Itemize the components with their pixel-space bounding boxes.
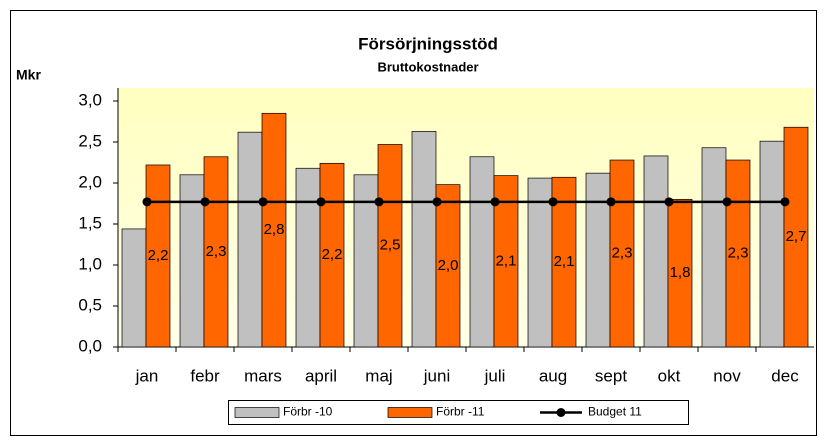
x-tick-label: juni (423, 366, 450, 385)
bar (237, 131, 263, 348)
x-tick-label: mars (244, 366, 282, 385)
value-label: 2,3 (206, 243, 227, 260)
x-tick-label: sept (595, 366, 627, 385)
x-tick-label: april (305, 366, 337, 385)
bar (585, 172, 611, 348)
x-tick-label: dec (771, 366, 799, 385)
budget-point (606, 197, 616, 207)
value-label: 1,8 (670, 264, 691, 281)
y-tick-label: 2,5 (78, 131, 102, 150)
bar (261, 112, 287, 348)
bar (759, 140, 785, 348)
value-label: 2,1 (496, 252, 517, 269)
bar (145, 164, 171, 348)
value-label: 2,0 (438, 257, 459, 274)
y-tick-label: 0,5 (78, 295, 102, 314)
bar (295, 167, 321, 348)
value-label: 2,7 (786, 228, 807, 245)
budget-point (548, 197, 558, 207)
value-label: 2,3 (728, 244, 749, 261)
x-tick-label: juli (484, 366, 506, 385)
y-tick-label: 1,0 (78, 254, 102, 273)
bar (469, 156, 495, 348)
bar (377, 144, 403, 348)
budget-point (316, 197, 326, 207)
x-tick-label: febr (190, 366, 220, 385)
y-axis-label: Mkr (16, 67, 41, 83)
chart-subtitle: Bruttokostnader (377, 59, 478, 74)
bar (551, 176, 577, 348)
bar (353, 174, 379, 348)
plot-area (118, 88, 814, 347)
value-label: 2,8 (264, 221, 285, 238)
budget-point (432, 197, 442, 207)
value-label: 2,3 (612, 244, 633, 261)
value-label: 2,5 (380, 237, 401, 254)
value-label: 2,1 (554, 253, 575, 270)
bar (725, 159, 751, 348)
x-tick-label: aug (539, 366, 567, 385)
budget-point (142, 197, 152, 207)
budget-point (664, 197, 674, 207)
bar (527, 177, 553, 348)
value-label: 2,2 (148, 247, 169, 264)
legend-label: Budget 11 (588, 405, 642, 419)
budget-point (780, 197, 790, 207)
legend-point (556, 408, 566, 417)
chart-title: Försörjningsstöd (358, 34, 498, 53)
legend-swatch (234, 407, 280, 418)
bar (667, 199, 693, 348)
bar (783, 126, 809, 348)
bar (179, 174, 205, 348)
x-tick-label: jan (135, 366, 159, 385)
bar (701, 147, 727, 348)
bar (609, 159, 635, 348)
value-label: 2,2 (322, 246, 343, 263)
x-tick-label: okt (658, 366, 681, 385)
budget-point (722, 197, 732, 207)
legend-box (228, 400, 689, 425)
bar (121, 228, 147, 348)
legend-label: Förbr -10 (283, 405, 333, 419)
x-tick-label: nov (713, 366, 741, 385)
legend-swatch (387, 407, 433, 418)
budget-point (490, 197, 500, 207)
bar (319, 162, 345, 348)
budget-point (374, 197, 384, 207)
budget-point (200, 197, 210, 207)
bar (643, 155, 669, 348)
bar (411, 130, 437, 348)
x-tick-label: maj (365, 366, 392, 385)
budget-point (258, 197, 268, 207)
y-tick-label: 0,0 (78, 336, 102, 355)
bar (203, 156, 229, 348)
y-tick-label: 3,0 (78, 90, 102, 109)
y-tick-label: 1,5 (78, 213, 102, 232)
legend-label: Förbr -11 (436, 405, 485, 419)
y-tick-label: 2,0 (78, 172, 102, 191)
bar (435, 184, 461, 348)
